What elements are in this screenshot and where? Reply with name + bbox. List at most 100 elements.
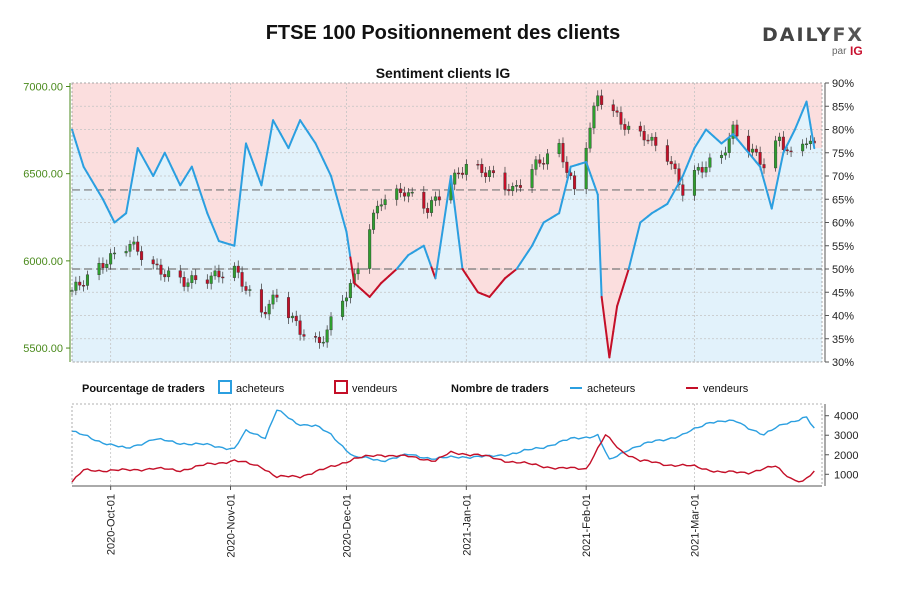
candle-body: [735, 124, 739, 137]
candle-body: [78, 281, 82, 286]
count-grid: [110, 404, 695, 486]
candle-body: [723, 152, 727, 156]
net-long-line-segment: [755, 161, 762, 168]
candle-body: [321, 341, 325, 344]
candle-body: [140, 251, 144, 260]
candle-body: [213, 270, 217, 277]
net-long-line-segment: [681, 165, 688, 177]
candle-body: [372, 212, 376, 230]
candle-body: [611, 104, 615, 112]
net-long-line-segment: [608, 330, 615, 359]
net-long-line-segment: [527, 244, 534, 253]
candle-body: [236, 265, 240, 273]
candle-body: [259, 289, 263, 313]
count-axis-tick-label: 1000: [834, 469, 858, 481]
net-long-line-segment: [82, 165, 89, 175]
candle-body: [286, 297, 290, 319]
net-long-line-segment: [422, 244, 429, 258]
legend-pct-title: Pourcentage de traders: [82, 383, 205, 395]
candle-body: [460, 172, 464, 175]
candle-body: [244, 286, 248, 291]
net-long-line-segment: [438, 226, 445, 254]
net-long-line-segment: [596, 193, 603, 298]
net-long-line-segment: [214, 230, 220, 243]
net-long-line-segment: [751, 156, 758, 164]
candle-body: [480, 164, 484, 173]
net-long-line-segment: [790, 128, 796, 139]
candle-body: [696, 167, 700, 171]
candle-body: [731, 124, 735, 139]
right-axis-tick-label: 35%: [832, 334, 854, 346]
right-axis-tick-label: 50%: [832, 264, 854, 276]
candle-body: [464, 164, 468, 175]
net-long-line-segment: [306, 130, 313, 139]
net-long-line-segment: [326, 166, 333, 177]
net-long-line-segment: [167, 159, 174, 171]
net-long-line-segment: [71, 128, 77, 143]
candle-body: [163, 274, 167, 278]
net-long-line-segment: [453, 206, 460, 239]
candle-body: [592, 105, 596, 129]
candle-body: [692, 170, 696, 196]
candle-body: [638, 125, 642, 132]
candle-body: [573, 175, 577, 190]
net-long-line-segment: [349, 256, 356, 284]
net-long-line-segment: [337, 202, 344, 219]
net-long-line-segment: [809, 123, 816, 150]
candle-body: [402, 192, 406, 197]
right-axis-tick-label: 60%: [832, 218, 854, 230]
candle-body: [317, 336, 321, 344]
legend-count-sellers-label: vendeurs: [703, 383, 749, 395]
net-long-line-segment: [140, 154, 147, 164]
net-long-line-segment: [523, 250, 530, 259]
net-long-line-segment: [101, 198, 108, 208]
candle-body: [615, 110, 619, 113]
net-long-line-segment: [766, 193, 773, 210]
candle-body: [344, 297, 348, 302]
candle-body: [167, 270, 171, 278]
net-long-line-segment: [469, 279, 476, 288]
sellers-count-line: [71, 434, 815, 483]
candle-body: [341, 300, 345, 317]
net-long-line-segment: [152, 167, 159, 177]
candle-body: [101, 263, 105, 269]
net-long-line-segment: [264, 140, 271, 165]
price-candles: [70, 89, 816, 349]
candle-body: [627, 125, 631, 130]
candle-body: [271, 294, 275, 305]
net-long-line-segment: [538, 221, 545, 232]
x-axis-tick-label: 2021-Jan-01: [461, 494, 473, 556]
candle-body: [565, 161, 569, 173]
candle-body: [314, 336, 318, 338]
candle-body: [476, 164, 480, 166]
logo-by-text: par: [832, 46, 847, 57]
net-long-line-segment: [531, 237, 537, 247]
net-long-line-segment: [74, 140, 81, 156]
candle-body: [124, 251, 128, 254]
logo-main-text: DAILY: [762, 24, 833, 46]
net-long-line-segment: [500, 277, 506, 284]
candle-body: [561, 143, 565, 163]
net-long-line-segment: [125, 190, 131, 215]
left-axis-tick-label: 5500.00: [23, 343, 63, 355]
right-axis-tick-label: 75%: [832, 148, 854, 160]
net-long-line-segment: [805, 100, 812, 126]
candle-body: [348, 283, 352, 299]
net-long-line-segment: [202, 200, 209, 215]
net-long-line-segment: [260, 162, 267, 187]
net-long-line-segment: [782, 144, 789, 154]
candle-body: [654, 136, 658, 146]
candle-body: [97, 263, 101, 275]
candle-body: [623, 124, 627, 130]
net-long-line-segment: [330, 175, 336, 191]
left-axis-tick-label: 6000.00: [23, 256, 63, 268]
trader-count-lines: [71, 409, 815, 483]
net-long-line-segment: [604, 326, 611, 359]
candle-body: [132, 241, 136, 245]
net-long-line-segment: [565, 165, 572, 184]
candle-body: [588, 127, 592, 149]
candle-body: [805, 143, 809, 146]
candle-body: [785, 149, 789, 152]
net-long-line-segment: [461, 268, 468, 276]
candle-body: [534, 159, 538, 170]
